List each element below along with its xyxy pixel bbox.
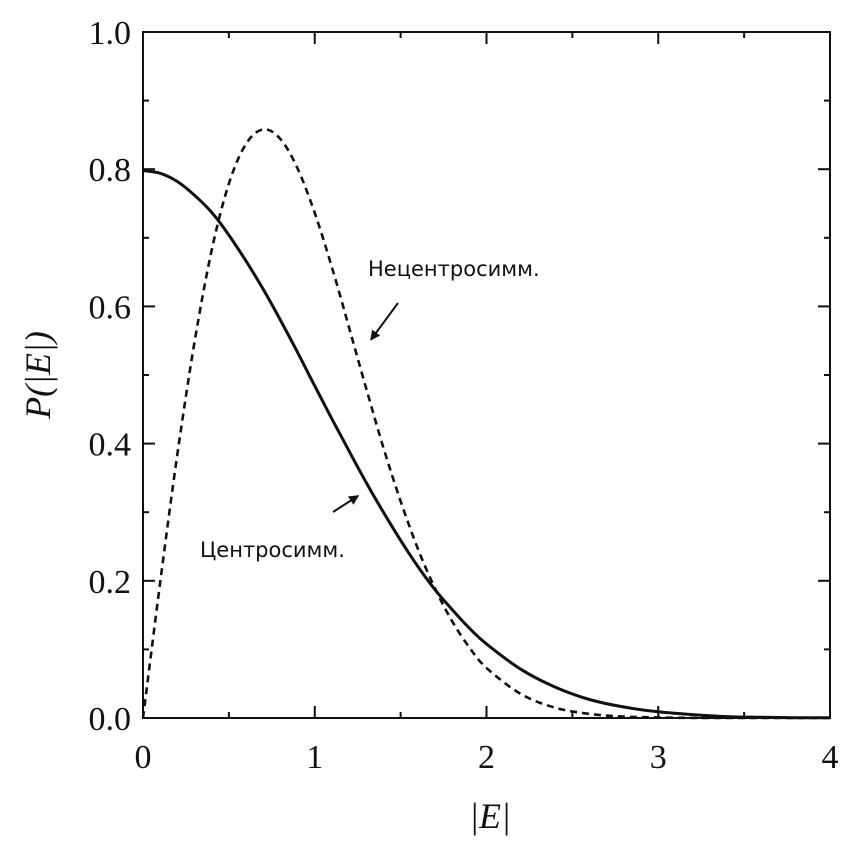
x-tick-label: 0 — [135, 739, 152, 776]
annotations: Нецентросимм. Центросимм. — [200, 257, 540, 562]
x-tick-label: 3 — [650, 739, 667, 776]
y-tick-label: 0.8 — [89, 152, 132, 189]
centrosymmetric-curve — [142, 169, 831, 720]
x-tick-label: 4 — [822, 739, 839, 776]
series-layer — [141, 128, 831, 720]
annotation-arrow-noncentrosymmetric — [370, 302, 399, 341]
y-axis-label: P(|E|) — [18, 331, 58, 420]
y-tick-label: 1.0 — [89, 15, 132, 52]
x-tick-label: 1 — [306, 739, 323, 776]
y-tick-label: 0.2 — [89, 564, 132, 601]
x-axis-label: |E| — [469, 796, 511, 836]
plot-frame — [142, 31, 831, 719]
y-tick-label: 0.4 — [89, 427, 132, 464]
annotation-centrosymmetric: Центросимм. — [200, 538, 345, 562]
y-tick-label: 0.6 — [89, 289, 132, 326]
annotation-noncentrosymmetric: Нецентросимм. — [368, 257, 540, 281]
noncentrosymmetric-curve — [141, 128, 830, 720]
x-tick-label: 2 — [478, 739, 495, 776]
y-tick-label: 0.0 — [89, 701, 132, 738]
annotation-arrow-centrosymmetric — [332, 494, 360, 513]
tick-labels: 0 1 2 3 4 0.0 0.2 0.4 0.6 0.8 1.0 — [89, 15, 839, 776]
axis-ticks — [142, 31, 831, 719]
